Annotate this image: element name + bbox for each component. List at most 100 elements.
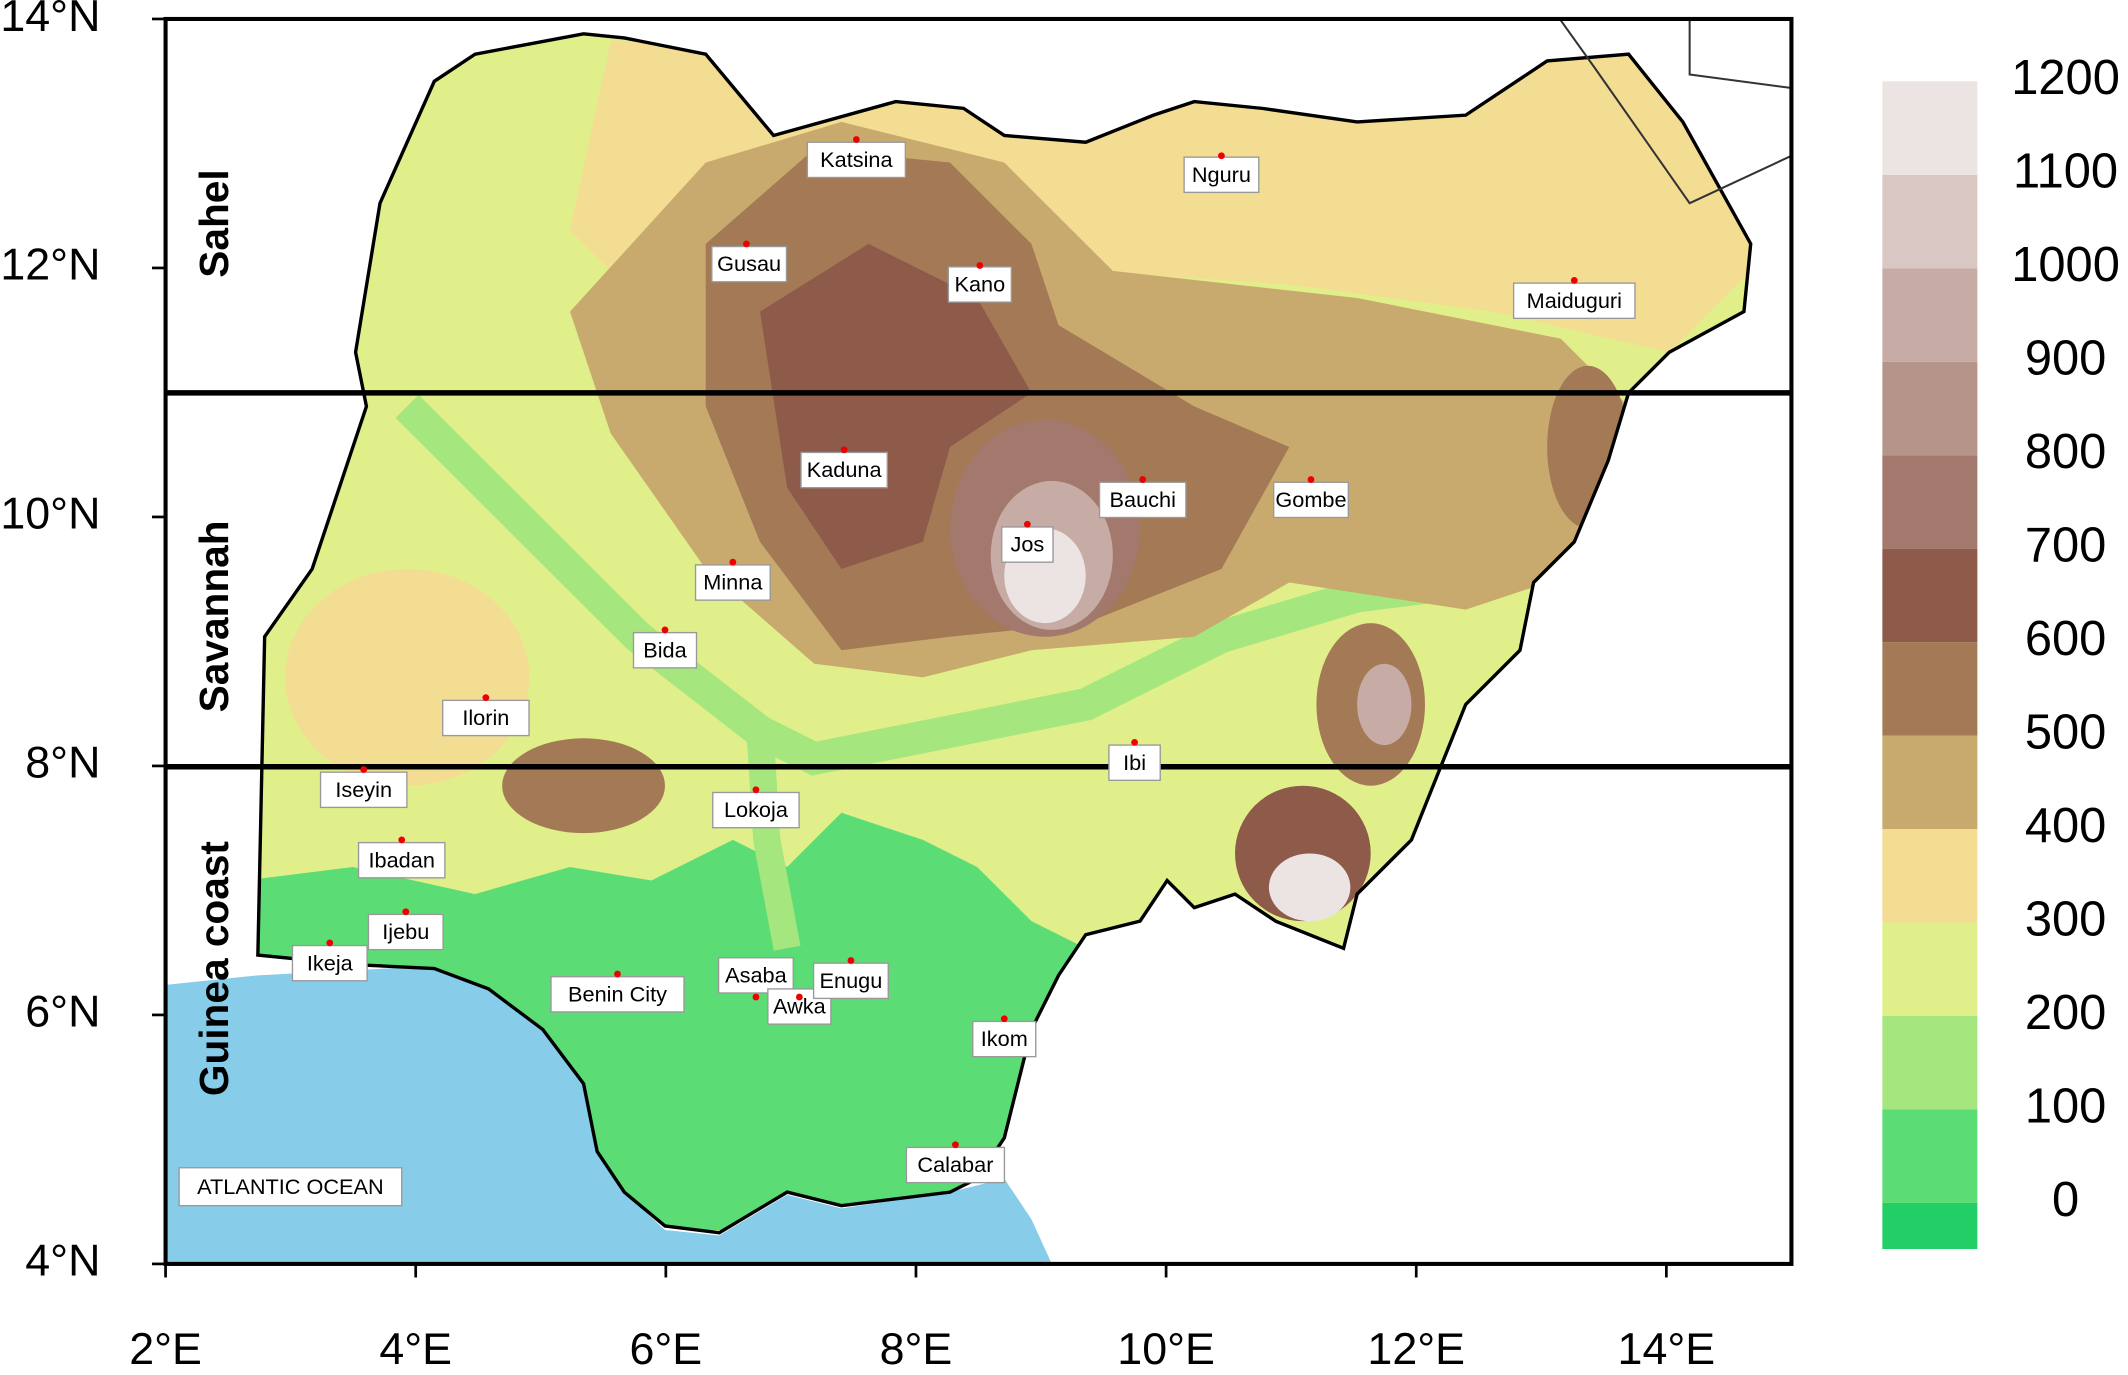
colorbar-tick-label: 400 [2025,799,2106,853]
city-label-box [1098,481,1187,519]
city-label: Iseyin [335,777,392,802]
city-label: Asaba [725,962,787,987]
city-label-box [711,245,788,283]
zone-label: Sahel [191,169,237,277]
elevation-zone [1268,853,1351,922]
city-label-box [806,141,907,179]
city-label-box [1108,744,1161,781]
city-label: Ijebu [382,919,429,944]
colorbar-tick-label: 0 [2052,1173,2079,1227]
city-marker [752,786,760,794]
colorbar-tick-label: 200 [2025,986,2106,1040]
city-label: Katsina [820,147,893,172]
city-marker [743,240,750,248]
x-tick-label: 2°E [129,1324,202,1374]
colorbar-band [1882,81,1978,175]
colorbar-band [1882,361,1978,456]
colorbar-band [1882,548,1978,643]
city-label-box [717,957,794,994]
city-marker [1131,738,1138,746]
map-frame [163,16,1794,1266]
city-label-box [812,962,889,1000]
city-label: Ikom [981,1026,1028,1051]
city-marker [1000,1015,1008,1023]
city-label-box [947,266,1013,303]
city-marker [398,836,406,844]
zone-label: Savannah [191,520,237,712]
colorbar-tick-label: 800 [2025,425,2106,479]
colorbar-band [1882,922,1978,1017]
city-marker [952,1141,959,1149]
city-marker [360,766,368,773]
y-tick-label: 14°N [0,0,100,41]
zone-label: Guinea coast [191,841,237,1097]
city-label: Minna [703,570,763,595]
colorbar-band [1882,1109,1978,1203]
city-label: Kaduna [807,457,883,482]
colorbar-tick-label: 500 [2025,706,2106,760]
city-marker [402,908,410,916]
colorbar-band [1882,642,1978,736]
city-label: Gombe [1275,487,1346,512]
city-label-box [712,791,800,829]
city-label: Jos [1010,532,1044,557]
ocean-label-box [178,1167,403,1207]
colorbar-tick-label: 1200 [2011,51,2120,105]
y-tick-label: 8°N [25,738,100,788]
y-tick-label: 6°N [25,987,100,1037]
city-marker [326,939,334,947]
city-marker [729,558,737,566]
city-label: Benin City [568,981,667,1006]
city-marker [614,970,621,978]
colorbar-tick-label: 100 [2025,1079,2106,1133]
city-marker [840,446,848,454]
elevation-zone [395,394,1468,776]
colorbar-band [1882,735,1978,830]
city-label: Lokoja [724,797,789,822]
colorbar-tick-label: 600 [2025,612,2106,666]
city-label: Ibadan [369,847,435,872]
neighbor-border [1559,19,1792,205]
y-tick-label: 4°N [25,1236,100,1286]
city-label-box [1273,481,1349,519]
city-label: Bida [643,637,687,662]
city-marker [847,957,855,964]
city-label-box [632,631,698,669]
x-tick-label: 12°E [1367,1324,1465,1374]
city-label: Bauchi [1110,487,1176,512]
city-label: Gusau [717,251,781,276]
colorbar-tick-label: 700 [2025,519,2106,573]
city-label-box [319,771,408,809]
city-marker [976,262,984,269]
ocean-label: ATLANTIC OCEAN [197,1174,384,1199]
neighbor-border [1688,20,1792,90]
city-label: Calabar [917,1152,993,1177]
colorbar-band [1882,455,1978,549]
elevation-zone [285,568,530,786]
city-marker [795,993,803,1001]
city-marker [661,626,669,634]
city-label-box [1512,282,1636,320]
city-label: Kano [955,272,1006,297]
city-marker [1307,476,1315,483]
city-marker [1023,520,1031,528]
city-label-box [1183,156,1260,194]
city-marker [852,136,860,143]
city-label: Ilorin [462,705,509,730]
city-label-box [442,699,530,737]
city-label-box [291,944,368,982]
city-label: Maiduguri [1527,288,1622,313]
city-label: Nguru [1192,162,1251,187]
city-label-box [357,841,446,879]
colorbar-band [1882,268,1978,362]
colorbar-band [1882,1202,1978,1250]
colorbar-band [1882,1016,1978,1110]
city-marker [1570,277,1578,284]
colorbar-band [1882,829,1978,923]
city-label-box [972,1020,1037,1058]
city-label-box [1001,526,1054,563]
elevation-zone [1357,663,1412,746]
colorbar-tick-label: 300 [2025,892,2106,946]
